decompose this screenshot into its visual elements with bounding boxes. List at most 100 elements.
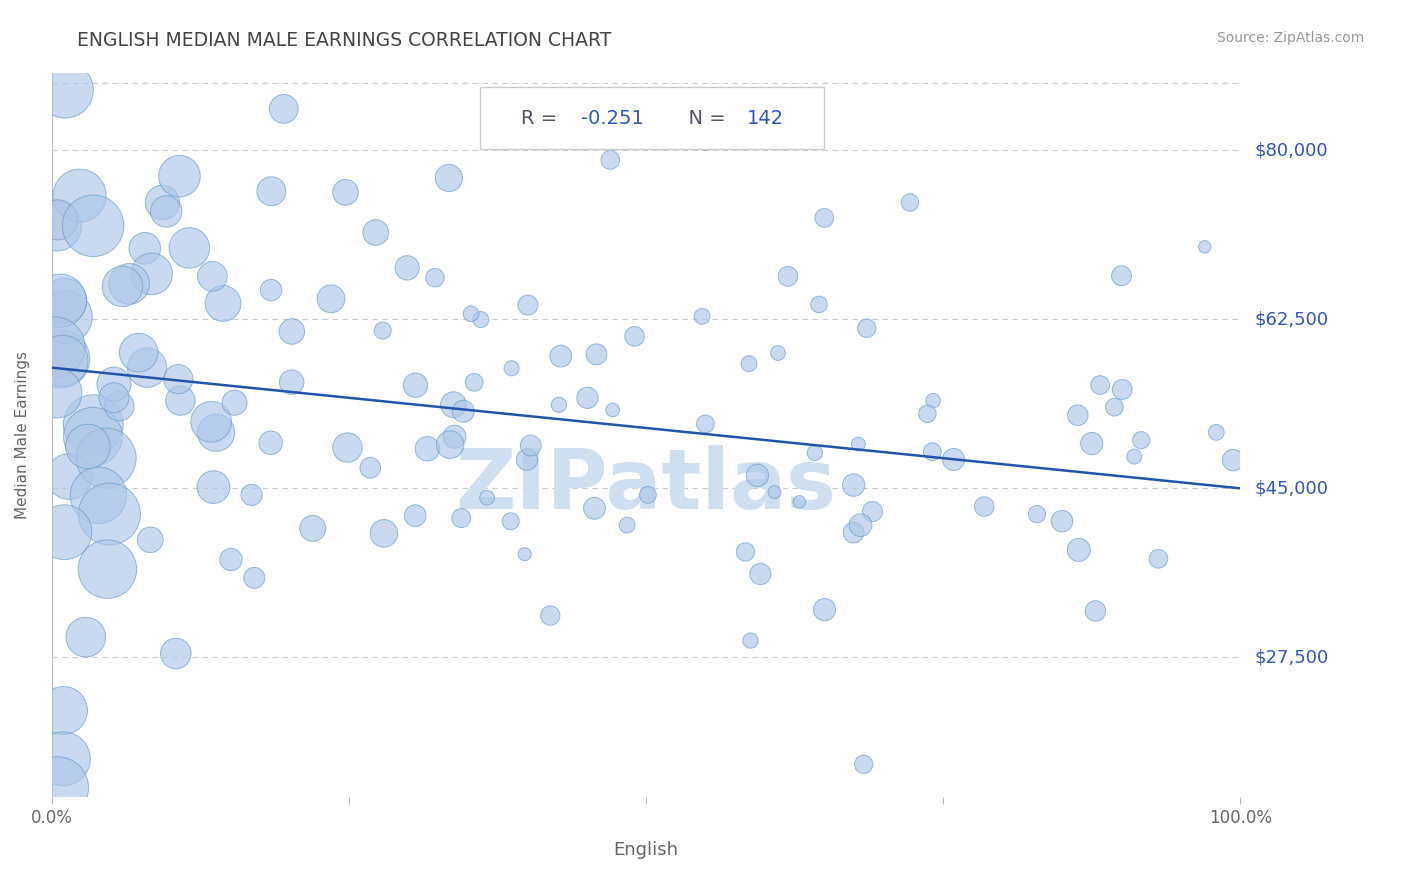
Point [53,525,76,540]
Text: $80,000: $80,000 [1254,141,1329,160]
Point [898,195,921,210]
Point [807,297,830,311]
Point [82,219,104,233]
Point [364,226,387,240]
Point [842,478,865,492]
Point [1194,240,1216,254]
Point [49,352,72,367]
Point [179,241,201,255]
Point [789,495,811,509]
Point [359,460,381,475]
Point [516,452,538,467]
Point [437,171,460,186]
Point [917,407,939,421]
Point [260,283,283,297]
Point [1111,268,1133,283]
Point [240,488,263,502]
FancyBboxPatch shape [479,87,824,149]
Point [766,346,789,360]
Point [738,357,761,371]
Point [371,324,394,338]
Point [98,507,121,521]
Point [852,757,875,772]
Point [1104,400,1126,414]
Point [152,195,174,210]
Point [576,391,599,405]
Point [846,437,869,451]
Point [813,602,835,616]
Point [82,417,104,432]
Point [443,430,465,444]
Point [165,647,187,661]
Text: N =: N = [676,109,731,128]
Point [335,186,357,200]
Point [136,360,159,375]
Point [1067,542,1090,557]
Point [103,391,125,405]
Point [51,353,73,368]
Point [280,375,302,389]
Point [55,310,77,324]
Point [501,361,523,376]
Point [202,480,225,494]
Point [82,430,104,444]
Point [396,260,419,275]
Point [1123,450,1146,464]
Point [243,571,266,585]
Point [128,345,150,359]
Point [734,545,756,559]
Point [463,376,485,390]
Point [1147,551,1170,566]
Point [45,219,67,233]
Point [423,270,446,285]
Point [96,451,118,466]
Point [690,310,713,324]
Point [441,398,464,412]
Point [1050,514,1073,528]
Text: 142: 142 [747,109,785,128]
Text: ZIPatlas: ZIPatlas [456,445,837,526]
Point [69,188,91,202]
Point [77,440,100,454]
Point [516,298,538,312]
Point [470,312,492,326]
Point [134,241,156,255]
Point [804,446,827,460]
Point [52,704,75,718]
Point [776,269,799,284]
Text: -0.251: -0.251 [581,109,644,128]
Point [45,386,67,401]
Point [1222,453,1244,467]
Point [616,518,638,533]
Point [942,452,965,467]
Point [1130,433,1153,447]
Point [58,469,80,483]
Point [281,325,304,339]
Point [602,403,624,417]
Text: $27,500: $27,500 [1254,648,1329,666]
Point [842,525,865,540]
Point [319,292,342,306]
Point [451,404,474,418]
Point [1088,378,1111,392]
Point [53,293,76,308]
Point [139,533,162,547]
Point [205,425,228,440]
Point [49,293,72,308]
Point [585,347,607,361]
Point [260,184,283,198]
Point [167,372,190,386]
Text: $45,000: $45,000 [1254,479,1329,498]
Point [301,521,323,535]
Point [1080,436,1102,450]
Point [538,608,561,623]
Point [87,488,110,502]
Point [862,504,884,518]
Point [336,441,359,455]
Point [763,485,786,500]
Point [973,500,995,514]
Point [53,83,76,97]
Point [1026,507,1049,521]
Point [404,508,426,523]
Point [695,134,717,148]
